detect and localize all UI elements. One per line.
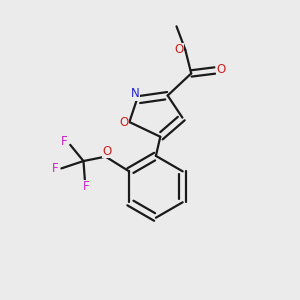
- Text: O: O: [102, 145, 112, 158]
- Text: O: O: [174, 44, 184, 56]
- Text: O: O: [217, 62, 226, 76]
- Text: O: O: [119, 116, 129, 128]
- Text: N: N: [131, 87, 140, 100]
- Text: F: F: [83, 181, 90, 194]
- Text: F: F: [52, 162, 59, 175]
- Text: F: F: [61, 135, 68, 148]
